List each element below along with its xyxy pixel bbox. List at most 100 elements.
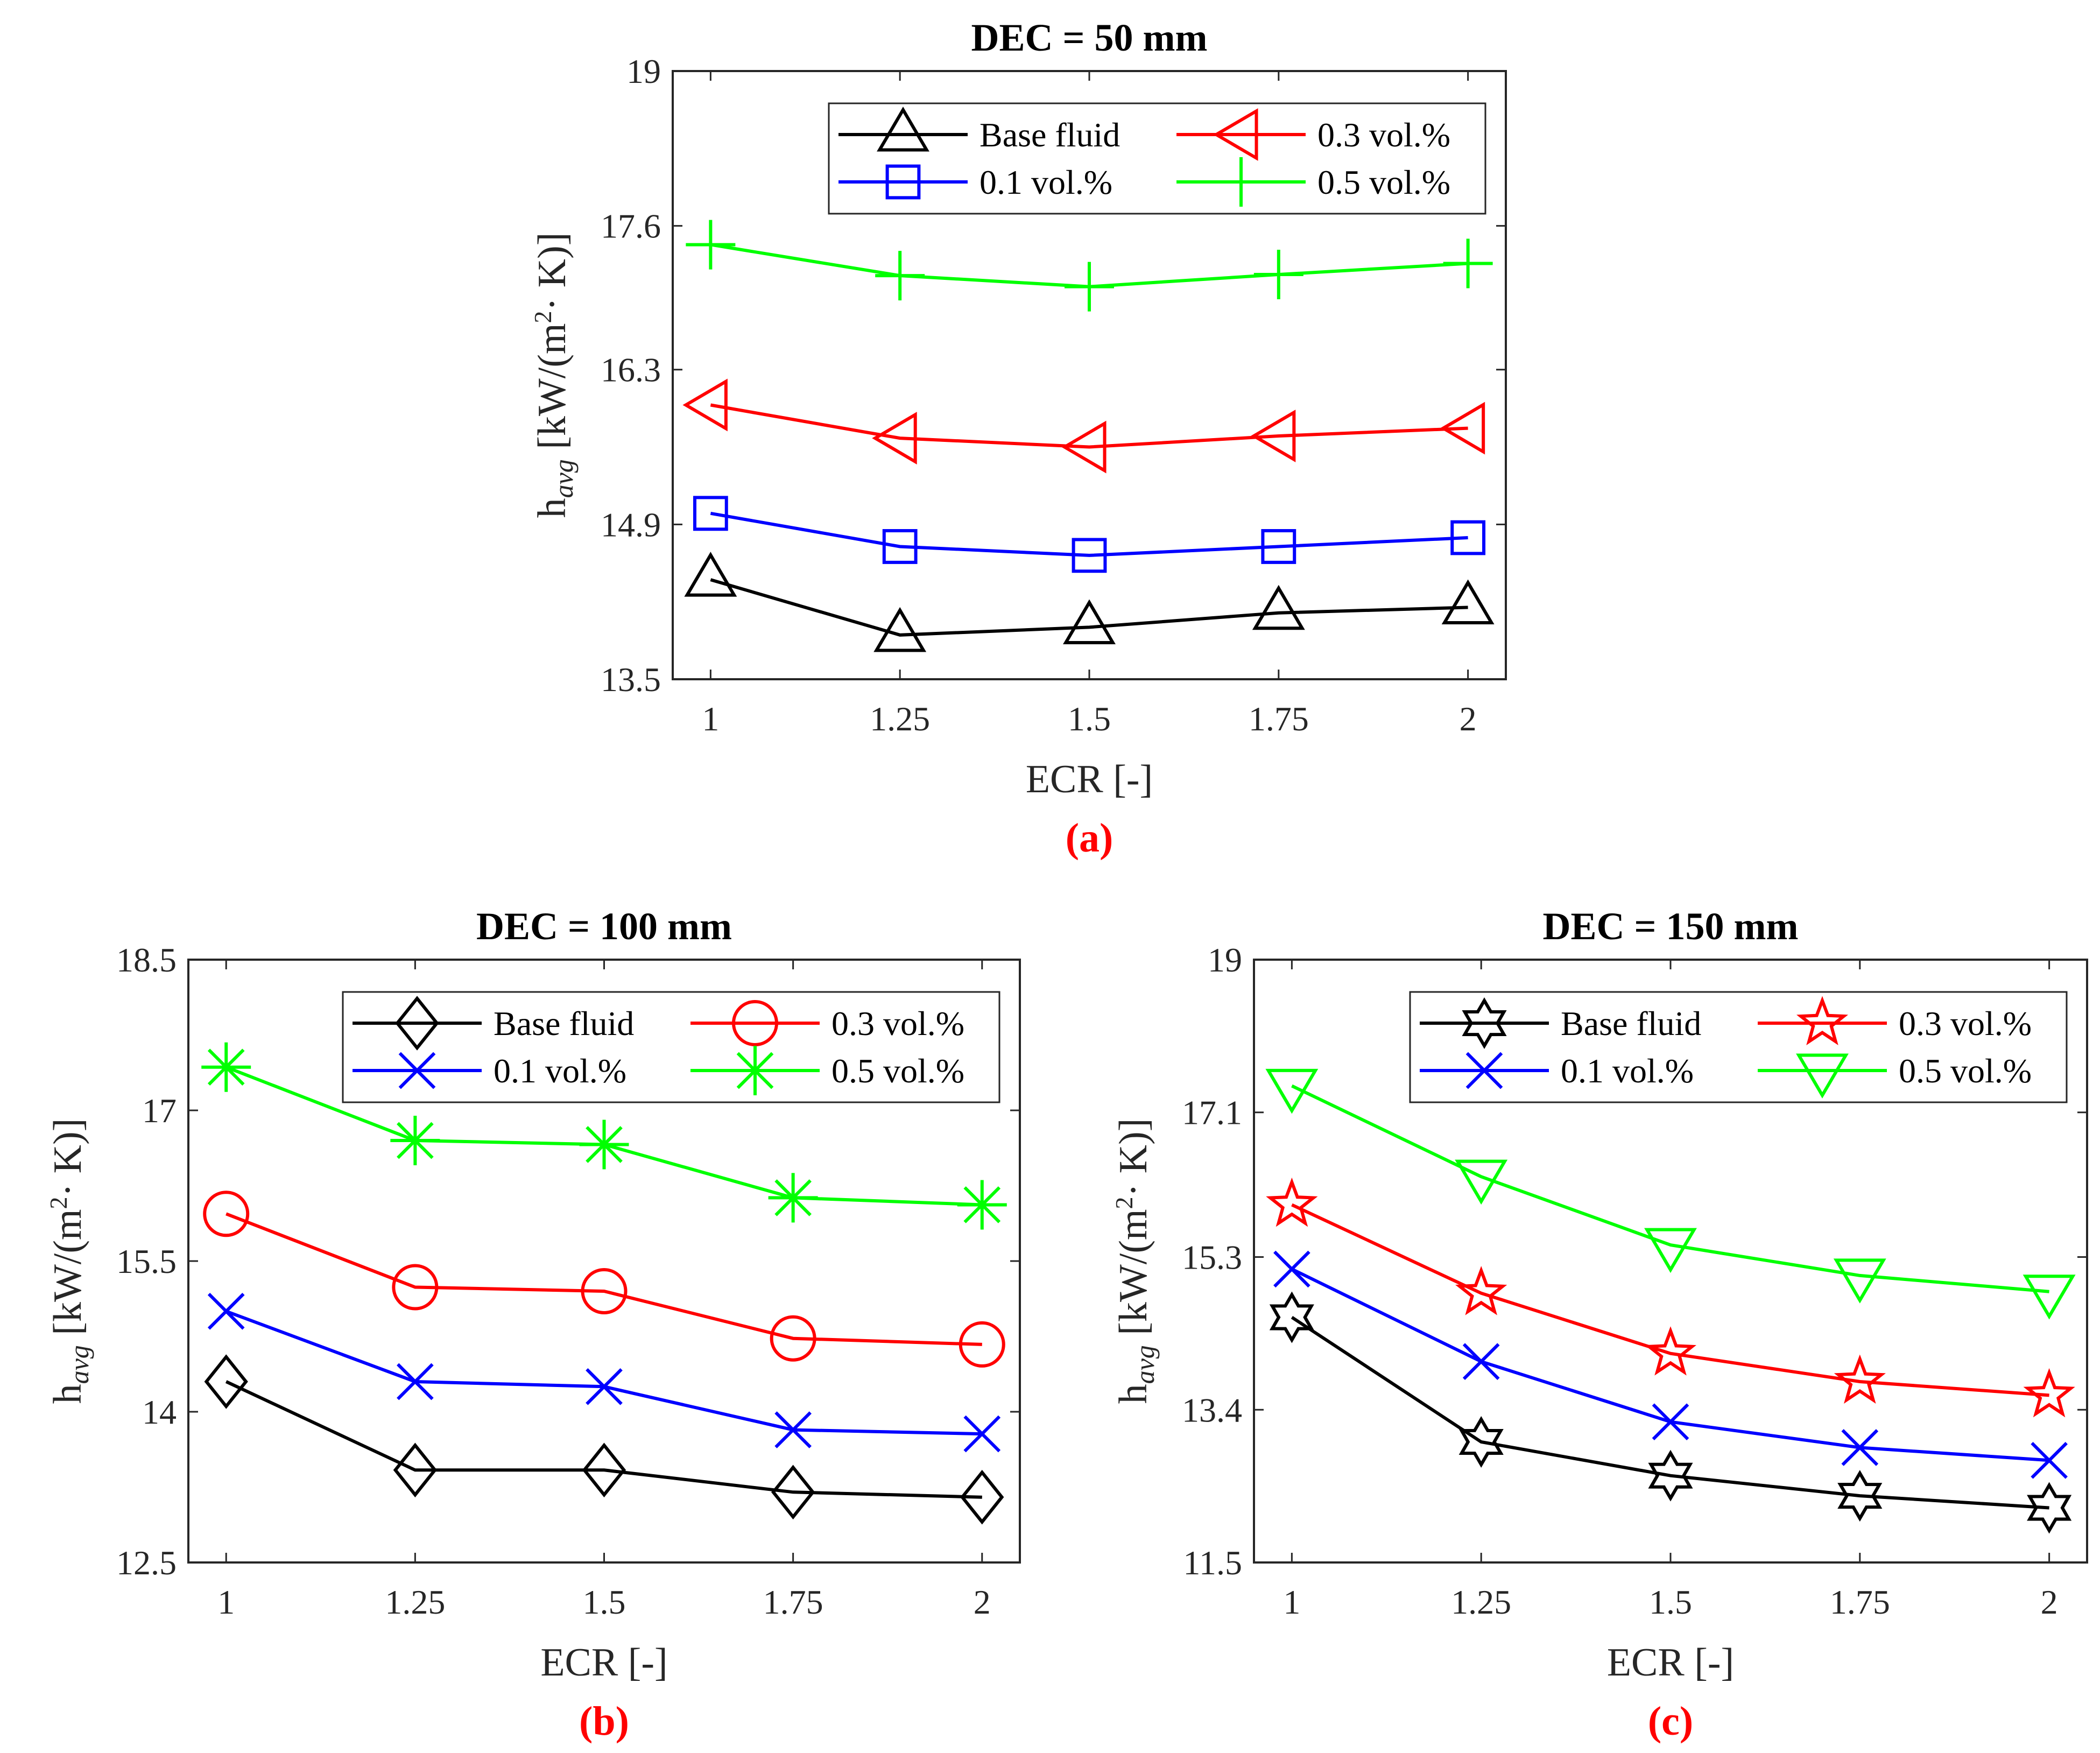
data-point-marker: [1648, 1449, 1693, 1502]
legend-item: 0.3 vol.%: [1176, 108, 1450, 161]
series-line: [225, 1380, 982, 1499]
series-0-3-vol-: [203, 1191, 1005, 1368]
y-tick-label: 18.5: [116, 941, 177, 979]
data-point-marker: [770, 1315, 816, 1362]
series-base-fluid: [1269, 1291, 2072, 1534]
legend-item: Base fluid: [838, 107, 1120, 154]
series-0-3-vol-: [682, 378, 1485, 474]
chart-panel-2: DEC = 100 mm 1 1.25 1.5 1.75 2 12.5 14 15.5 17 18.…: [45, 905, 1021, 1744]
legend-label: 0.1 vol.%: [1561, 1052, 1694, 1090]
data-point-marker: [207, 1293, 245, 1330]
legend-label: Base fluid: [1561, 1004, 1701, 1043]
data-point-marker: [2023, 1275, 2076, 1320]
y-tick-label: 15.5: [116, 1242, 177, 1280]
legend-label: 0.5 vol.%: [831, 1052, 964, 1090]
data-point-marker: [1833, 1258, 1886, 1304]
x-tick-label: 1.75: [1830, 1583, 1890, 1621]
x-tick-label: 1: [1283, 1583, 1300, 1621]
y-tick-label: 11.5: [1183, 1544, 1242, 1582]
legend-item: 0.3 vol.%: [690, 1000, 964, 1046]
panel-label: (c): [1648, 1699, 1693, 1744]
data-point-marker: [2031, 1442, 2068, 1479]
legend-marker: [1213, 108, 1258, 161]
legend-label: 0.3 vol.%: [1899, 1004, 2032, 1043]
data-point-marker: [1455, 1159, 1508, 1205]
y-tick-label: 17: [142, 1092, 177, 1130]
data-point-marker: [203, 1191, 250, 1237]
legend-marker: [730, 1046, 780, 1095]
data-point-marker: [768, 1173, 818, 1223]
data-point-marker: [1441, 579, 1495, 624]
series-0-5-vol-: [1265, 1068, 2076, 1320]
x-tick-label: 1.5: [583, 1583, 626, 1621]
x-tick-label: 1.25: [385, 1583, 445, 1621]
data-point-marker: [204, 1354, 248, 1409]
y-tick-label: 19: [1208, 941, 1242, 979]
data-point-marker: [1063, 599, 1116, 644]
series-line: [710, 578, 1468, 637]
data-point-marker: [771, 1465, 815, 1520]
data-point-marker: [1250, 410, 1296, 462]
legend-label: 0.1 vol.%: [494, 1052, 626, 1090]
data-point-marker: [686, 220, 736, 270]
legend-marker: [1465, 1052, 1503, 1089]
legend-marker: [1462, 997, 1507, 1049]
y-axis-label: havg [kW/(m2· K)]: [1110, 1118, 1160, 1404]
data-point-marker: [1261, 529, 1296, 564]
data-point-marker: [1440, 402, 1485, 455]
panel-label: (b): [579, 1699, 629, 1744]
legend-marker: [1796, 996, 1849, 1045]
data-point-marker: [1455, 1266, 1507, 1315]
data-point-marker: [1253, 250, 1303, 300]
x-tick-label: 1.5: [1649, 1583, 1692, 1621]
data-point-marker: [581, 1268, 628, 1314]
x-tick-label: 2: [2041, 1583, 2058, 1621]
y-axis-label: havg [kW/(m2· K)]: [529, 233, 579, 518]
series-0-1-vol-: [207, 1293, 1001, 1453]
legend: Base fluid 0.1 vol.% 0.3 vol.% 0.5 vol.%: [828, 102, 1486, 215]
data-point-marker: [397, 1363, 434, 1400]
y-tick-label: 15.3: [1182, 1238, 1242, 1277]
y-tick-label: 14: [142, 1393, 177, 1431]
data-point-marker: [582, 1442, 626, 1498]
series-line: [710, 511, 1468, 557]
data-point-marker: [1652, 1403, 1689, 1440]
y-tick-label: 13.4: [1182, 1391, 1242, 1429]
data-point-marker: [393, 1442, 438, 1498]
data-point-marker: [586, 1368, 623, 1405]
legend-item: Base fluid: [353, 996, 634, 1051]
data-point-marker: [1061, 420, 1107, 474]
data-point-marker: [872, 412, 917, 465]
data-point-marker: [875, 251, 925, 301]
x-axis-label: ECR [-]: [1607, 1641, 1734, 1685]
data-point-marker: [579, 1120, 629, 1170]
data-point-marker: [959, 1321, 1005, 1368]
legend: Base fluid 0.1 vol.% 0.3 vol.% 0.5 vol.%: [1409, 991, 2068, 1103]
legend-label: 0.1 vol.%: [979, 163, 1112, 201]
data-point-marker: [774, 1411, 812, 1448]
legend-item: 0.1 vol.%: [1420, 1052, 1694, 1090]
legend-marker: [398, 1052, 436, 1089]
legend-item: 0.1 vol.%: [353, 1052, 626, 1090]
y-tick-label: 12.5: [116, 1544, 177, 1582]
data-point-marker: [1072, 538, 1107, 573]
data-point-marker: [693, 496, 728, 531]
data-point-marker: [201, 1042, 251, 1092]
y-tick-label: 17.6: [601, 207, 661, 245]
legend-marker: [877, 107, 929, 152]
series-line: [1291, 1084, 2049, 1293]
data-point-marker: [1252, 585, 1305, 630]
data-point-marker: [1273, 1250, 1310, 1288]
data-point-marker: [1837, 1470, 1883, 1522]
panel-label: (a): [1066, 815, 1114, 861]
data-point-marker: [1269, 1291, 1314, 1343]
data-point-marker: [1443, 238, 1493, 288]
legend-item: Base fluid: [1420, 997, 1701, 1049]
data-point-marker: [1265, 1068, 1319, 1114]
series-base-fluid: [204, 1354, 1004, 1525]
legend-marker: [1216, 157, 1266, 207]
data-point-marker: [2027, 1482, 2072, 1534]
series-line: [1291, 1315, 2049, 1510]
legend-item: 0.5 vol.%: [1758, 1052, 2032, 1099]
